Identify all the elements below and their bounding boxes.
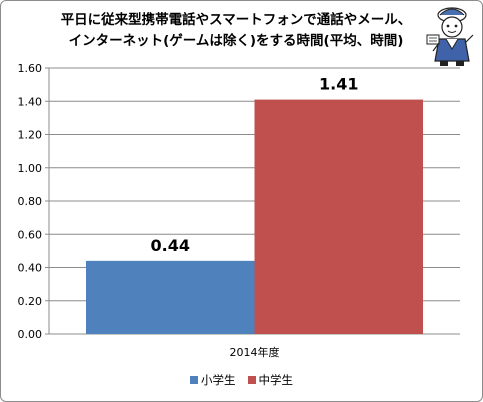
data-label-1: 0.44 [151, 236, 190, 255]
y-tick-label: 0.60 [18, 228, 43, 241]
legend-swatch [247, 376, 256, 384]
y-tick-label: 1.60 [18, 62, 43, 75]
mascot-character-icon [426, 7, 474, 66]
legend-item-1: 小学生 [190, 372, 236, 388]
y-tick-label: 1.20 [18, 129, 43, 142]
y-tick-label: 0.20 [18, 295, 43, 308]
legend-label: 小学生 [201, 373, 236, 387]
chart-title: 平日に従来型携帯電話やスマートフォンで通話やメール、 インターネット(ゲームは除… [41, 10, 431, 52]
data-label-2: 1.41 [319, 75, 358, 94]
chart-title-line-1: 平日に従来型携帯電話やスマートフォンで通話やメール、 [60, 12, 412, 28]
y-tick-label: 1.40 [18, 95, 43, 108]
chart-legend: 小学生 中学生 [1, 372, 482, 388]
y-tick-label: 0.00 [18, 328, 43, 341]
y-tick-label: 1.00 [18, 162, 43, 175]
legend-label: 中学生 [258, 373, 294, 387]
x-category-label: 2014年度 [230, 345, 280, 359]
y-tick-label: 0.40 [18, 262, 43, 275]
chart-title-line-2: インターネット(ゲームは除く)をする時間(平均、時間) [68, 33, 404, 49]
legend-swatch [190, 376, 198, 384]
y-tick-label: 0.80 [18, 195, 43, 208]
legend-item-2: 中学生 [247, 372, 294, 388]
bar-1 [85, 260, 255, 334]
bar-2 [254, 99, 424, 335]
